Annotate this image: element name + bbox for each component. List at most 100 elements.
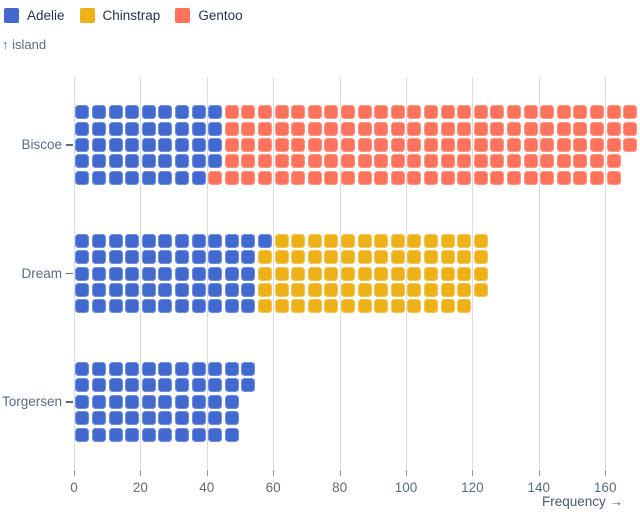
waffle-cell-adelie [91,411,106,426]
waffle-cell-adelie [141,411,156,426]
waffle-cell-gentoo [506,170,521,185]
waffle-cell-gentoo [357,137,372,152]
waffle-cell-gentoo [473,137,488,152]
waffle-cell-adelie [141,233,156,248]
waffle-cell-gentoo [556,154,571,169]
waffle-cell-adelie [91,378,106,393]
waffle-cell-adelie [158,299,173,314]
waffle-cell-gentoo [407,137,422,152]
x-tick-label: 120 [461,480,484,495]
waffle-cell-gentoo [340,105,355,120]
waffle-cell-gentoo [457,137,472,152]
waffle-cell-adelie [125,105,140,120]
waffle-cell-chinstrap [457,299,472,314]
waffle-cell-gentoo [357,154,372,169]
waffle-cell-gentoo [374,121,389,136]
waffle-cell-gentoo [324,170,339,185]
waffle-cell-chinstrap [274,233,289,248]
waffle-cell-adelie [125,362,140,377]
legend-label: Gentoo [198,8,243,23]
waffle-cell-adelie [91,121,106,136]
waffle-cell-adelie [224,282,239,297]
gridline [140,77,142,469]
waffle-cell-chinstrap [324,233,339,248]
waffle-cell-adelie [125,137,140,152]
waffle-cell-gentoo [440,105,455,120]
waffle-cell-chinstrap [440,250,455,265]
waffle-cell-adelie [208,137,223,152]
waffle-cell-gentoo [241,105,256,120]
x-tick-mark [273,470,275,476]
waffle-cell-gentoo [257,154,272,169]
waffle-cell-chinstrap [340,250,355,265]
waffle-cell-chinstrap [257,250,272,265]
waffle-cell-adelie [108,121,123,136]
waffle-cell-gentoo [423,121,438,136]
waffle-cell-adelie [91,105,106,120]
waffle-cell-adelie [191,266,206,281]
waffle-cell-adelie [108,362,123,377]
waffle-cell-adelie [174,394,189,409]
x-tick-mark [339,470,341,476]
waffle-cell-chinstrap [357,299,372,314]
waffle-cell-gentoo [606,121,621,136]
waffle-cell-gentoo [390,170,405,185]
waffle-cell-adelie [158,411,173,426]
waffle-cell-gentoo [556,105,571,120]
waffle-cell-chinstrap [423,250,438,265]
waffle-cell-adelie [141,137,156,152]
waffle-cell-gentoo [523,121,538,136]
waffle-cell-gentoo [241,137,256,152]
waffle-cell-chinstrap [257,266,272,281]
waffle-cell-adelie [208,362,223,377]
waffle-cell-gentoo [224,154,239,169]
waffle-cell-chinstrap [440,233,455,248]
waffle-cell-chinstrap [374,233,389,248]
waffle-cell-adelie [125,250,140,265]
waffle-cell-gentoo [390,137,405,152]
waffle-cell-adelie [91,154,106,169]
waffle-cell-chinstrap [357,233,372,248]
waffle-cell-chinstrap [324,299,339,314]
waffle-cell-adelie [75,282,90,297]
waffle-cell-gentoo [523,137,538,152]
y-axis-title: ↑ island [2,37,47,52]
waffle-cell-gentoo [241,121,256,136]
waffle-cell-adelie [75,250,90,265]
waffle-cell-gentoo [291,154,306,169]
waffle-cell-adelie [241,250,256,265]
waffle-cell-gentoo [556,121,571,136]
waffle-cell-adelie [108,411,123,426]
waffle-cell-adelie [108,378,123,393]
waffle-cell-adelie [174,299,189,314]
waffle-cell-chinstrap [423,233,438,248]
waffle-cell-gentoo [307,121,322,136]
waffle-cell-gentoo [407,154,422,169]
x-tick-mark [472,470,474,476]
waffle-cell-gentoo [307,154,322,169]
waffle-cell-adelie [241,266,256,281]
waffle-cell-adelie [208,427,223,442]
waffle-cell-chinstrap [357,266,372,281]
waffle-cell-adelie [108,154,123,169]
waffle-cell-gentoo [490,137,505,152]
waffle-cell-chinstrap [390,250,405,265]
waffle-cell-adelie [191,170,206,185]
waffle-cell-gentoo [274,137,289,152]
waffle-cell-gentoo [390,105,405,120]
waffle-cell-gentoo [540,105,555,120]
waffle-cell-gentoo [556,170,571,185]
waffle-cell-gentoo [357,121,372,136]
waffle-cell-gentoo [374,170,389,185]
waffle-cell-chinstrap [407,233,422,248]
waffle-cell-adelie [141,154,156,169]
waffle-cell-chinstrap [307,282,322,297]
waffle-cell-adelie [125,266,140,281]
waffle-cell-gentoo [324,137,339,152]
waffle-cell-adelie [75,299,90,314]
waffle-cell-gentoo [274,154,289,169]
waffle-cell-gentoo [307,170,322,185]
waffle-cell-gentoo [623,105,638,120]
waffle-cell-adelie [174,266,189,281]
waffle-cell-chinstrap [374,282,389,297]
